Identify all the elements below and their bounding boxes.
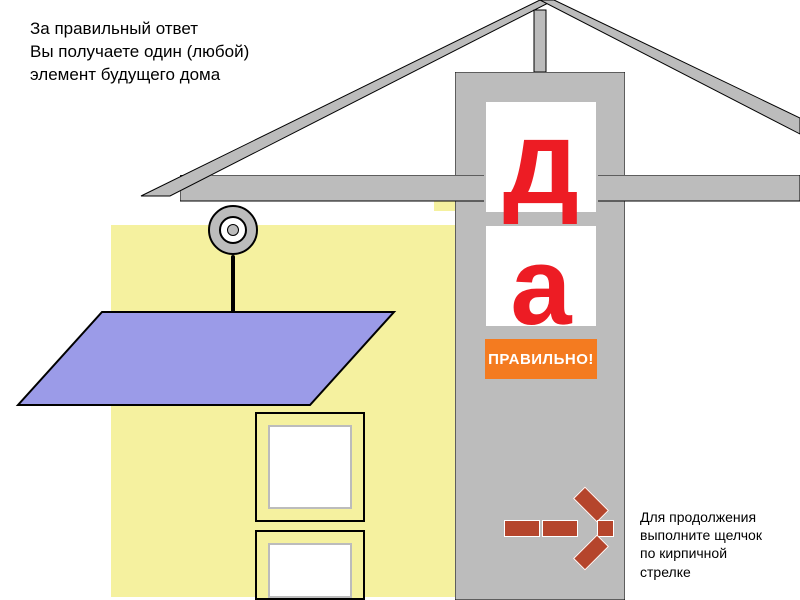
instruction-bottom-line4: стрелке: [640, 563, 790, 581]
window-2-pane: [268, 543, 352, 598]
instruction-bottom: Для продолжения выполните щелчок по кирп…: [640, 508, 790, 581]
instruction-bottom-line2: выполните щелчок: [640, 526, 790, 544]
letter-card-a[interactable]: а: [484, 224, 598, 328]
instruction-bottom-line3: по кирпичной: [640, 544, 790, 562]
letter-d-text: д: [503, 117, 579, 207]
stage: д а ПРАВИЛЬНО! За правильный ответ Вы по…: [0, 0, 800, 600]
window-1-pane: [268, 425, 352, 509]
instruction-top-line2: Вы получаете один (любой): [30, 41, 249, 64]
instruction-top: За правильный ответ Вы получаете один (л…: [30, 18, 249, 87]
letter-a-text: а: [510, 248, 571, 325]
correct-badge: ПРАВИЛЬНО!: [484, 338, 598, 380]
letter-card-d[interactable]: д: [484, 100, 598, 214]
instruction-bottom-line1: Для продолжения: [640, 508, 790, 526]
correct-label: ПРАВИЛЬНО!: [488, 351, 594, 368]
instruction-top-line3: элемент будущего дома: [30, 64, 249, 87]
instruction-top-line1: За правильный ответ: [30, 18, 249, 41]
